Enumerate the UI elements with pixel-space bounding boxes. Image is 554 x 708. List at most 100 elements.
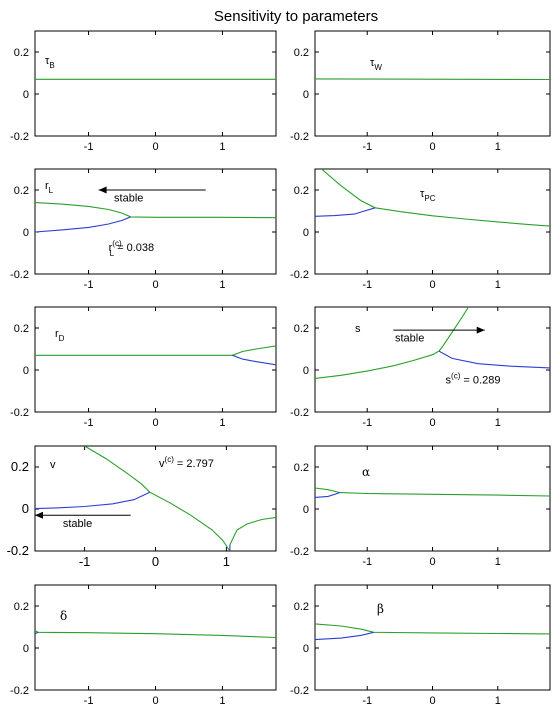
- arrow-head-icon: [476, 326, 485, 334]
- x-tick-label: 0: [152, 554, 159, 569]
- x-tick-label: 1: [495, 141, 501, 153]
- series-line-stable: [315, 623, 550, 635]
- series-line-stable: [84, 446, 231, 551]
- x-tick-label: 0: [429, 556, 435, 568]
- y-tick-label: -0.2: [290, 546, 309, 558]
- panel-6: -1 0 1 0.2 0 -0.2 s stable s(c) = 0.289: [290, 306, 551, 429]
- y-tick-label: 0.2: [14, 47, 29, 59]
- panels: -1 0 1 0.2 0 -0.2 τB -1 0 1 0.2 0 -0.2 τW -1 0 1 0.2 0 -0.2…: [7, 30, 551, 707]
- series-line-unstable: [438, 350, 550, 369]
- series-group: [315, 487, 550, 498]
- x-tick-label: -1: [84, 141, 94, 153]
- x-tick-label: 1: [495, 417, 501, 429]
- series-line-stable: [321, 169, 550, 227]
- axes-frame: [34, 584, 277, 691]
- axes-frame: [314, 584, 551, 691]
- x-tick-label: -1: [362, 695, 372, 707]
- series-group: [315, 169, 550, 227]
- y-tick-label: 0: [23, 89, 29, 101]
- y-tick-label: 0.2: [294, 185, 309, 197]
- parameter-label: s: [355, 323, 361, 335]
- series-line-stable: [229, 516, 276, 545]
- x-tick-label: 0: [429, 141, 435, 153]
- critical-value-label: r(c) L = 0.038: [109, 239, 155, 258]
- x-tick-label: -1: [79, 554, 91, 569]
- y-tick-label: 0: [22, 501, 29, 516]
- series-group: [35, 446, 276, 551]
- x-tick-label: -1: [362, 556, 372, 568]
- parameter-label: τB: [45, 55, 55, 70]
- x-tick-label: -1: [84, 279, 94, 291]
- critical-value-label: v(c) = 2.797: [159, 455, 214, 470]
- series-line-stable: [315, 487, 550, 497]
- parameter-label: rL: [45, 180, 54, 195]
- y-tick-label: -0.2: [290, 685, 309, 697]
- y-tick-label: 0.2: [11, 459, 29, 474]
- x-tick-label: 0: [152, 417, 158, 429]
- axes-frame: [314, 306, 551, 413]
- series-group: [35, 202, 276, 233]
- panel-9: -1 0 1 0.2 0 -0.2 δ: [10, 584, 277, 707]
- y-tick-label: 0: [23, 365, 29, 377]
- y-tick-label: 0.2: [294, 601, 309, 613]
- parameter-label: τW: [370, 57, 382, 72]
- series-line-stable: [315, 307, 469, 379]
- series-line-stable: [315, 78, 550, 81]
- y-tick-label: -0.2: [290, 407, 309, 419]
- x-tick-label: -1: [84, 695, 94, 707]
- series-group: [35, 345, 276, 366]
- panel-2: -1 0 1 0.2 0 -0.2 τW: [290, 30, 551, 153]
- x-tick-label: 1: [495, 279, 501, 291]
- x-tick-label: -1: [84, 417, 94, 429]
- axes-frame: [34, 30, 277, 137]
- y-tick-label: -0.2: [10, 685, 29, 697]
- series-line-stable: [35, 630, 276, 639]
- y-tick-label: 0: [303, 227, 309, 239]
- axes-frame: [314, 168, 551, 275]
- x-tick-label: 0: [152, 279, 158, 291]
- series-group: [35, 630, 276, 639]
- y-tick-label: -0.2: [10, 269, 29, 281]
- arrow-head-icon: [98, 186, 107, 194]
- panel-4: -1 0 1 0.2 0 -0.2 τPC: [290, 168, 551, 291]
- critical-value-label: s(c) = 0.289: [446, 372, 501, 387]
- panel-7: -1 0 1 0.2 0 -0.2 v stable v(c) = 2.797: [7, 445, 277, 569]
- y-tick-label: 0: [23, 227, 29, 239]
- series-line-unstable: [35, 216, 131, 233]
- parameter-label: v: [50, 459, 56, 471]
- parameter-label: δ: [60, 609, 67, 623]
- series-group: [315, 307, 550, 379]
- x-tick-label: 1: [219, 417, 225, 429]
- y-tick-label: 0: [303, 89, 309, 101]
- y-tick-label: -0.2: [10, 407, 29, 419]
- series-line-unstable: [35, 631, 39, 635]
- series-line-unstable: [315, 492, 340, 498]
- x-tick-label: 0: [152, 141, 158, 153]
- x-tick-label: 1: [219, 695, 225, 707]
- x-tick-label: 1: [219, 141, 225, 153]
- parameter-label: τPC: [420, 188, 436, 203]
- arrow-head-icon: [35, 511, 43, 519]
- y-tick-label: 0.2: [14, 601, 29, 613]
- axes-frame: [34, 445, 277, 552]
- y-tick-label: 0.2: [14, 323, 29, 335]
- x-tick-label: 1: [495, 695, 501, 707]
- y-tick-label: -0.2: [290, 269, 309, 281]
- parameter-label: α: [362, 465, 370, 479]
- y-tick-label: 0.2: [14, 185, 29, 197]
- x-tick-label: -1: [362, 141, 372, 153]
- series-line-unstable: [315, 207, 376, 217]
- y-tick-label: 0.2: [294, 462, 309, 474]
- annotation-text: stable: [395, 333, 424, 345]
- series-group: [315, 623, 550, 641]
- axes-frame: [314, 30, 551, 137]
- axes-frame: [314, 445, 551, 552]
- panel-8: -1 0 1 0.2 0 -0.2 α: [290, 445, 551, 568]
- x-tick-label: 1: [495, 556, 501, 568]
- y-tick-label: -0.2: [290, 131, 309, 143]
- parameter-label: rD: [55, 328, 65, 343]
- x-tick-label: 1: [219, 279, 225, 291]
- parameter-label: β: [377, 602, 384, 616]
- series-group: [315, 78, 550, 81]
